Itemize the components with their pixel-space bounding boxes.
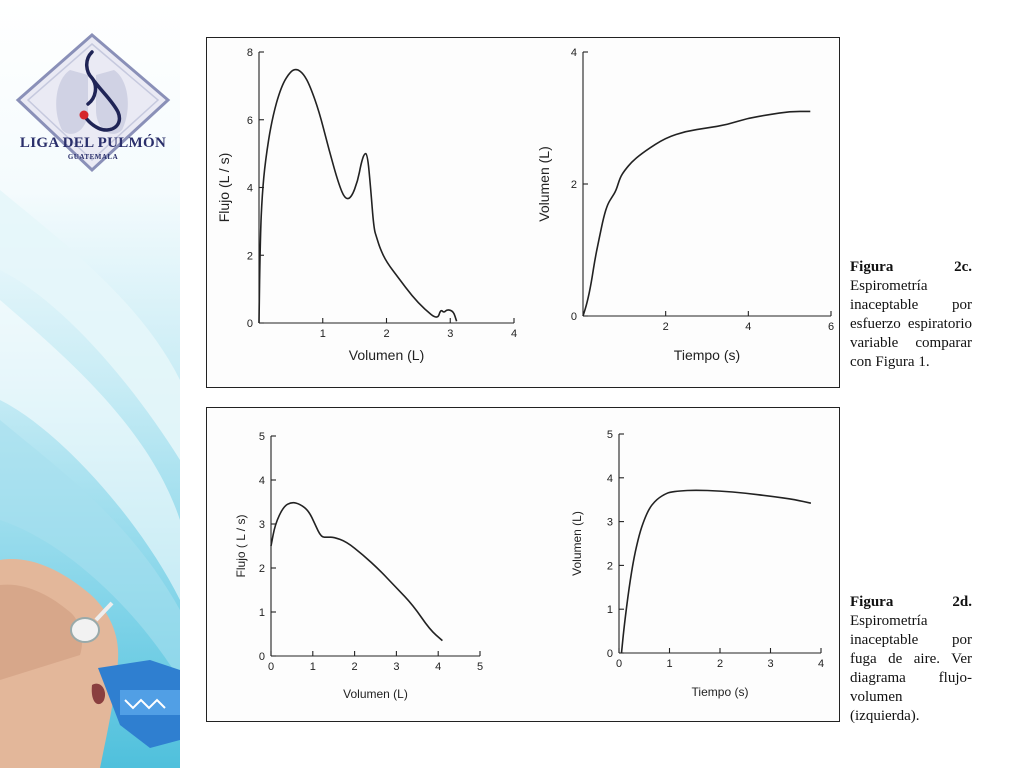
y-tick-label: 0 [571,311,577,323]
x-tick-label: 5 [477,661,483,673]
y-axis-title: Flujo ( L / s) [234,515,248,578]
x-tick-label: 2 [352,661,358,673]
y-tick-label: 5 [259,431,265,443]
x-tick-label: 3 [447,328,453,340]
liga-del-pulmon-logo [15,33,171,173]
y-tick-label: 2 [247,250,253,262]
y-tick-label: 3 [259,519,265,531]
y-tick-label: 4 [259,475,265,487]
y-tick-label: 5 [607,429,613,441]
figure-2d-label: Figura 2d. [850,594,972,610]
volume-time-chart-2d: 0 1 2 3 4 0 1 2 3 4 5 Tiempo (s) Volumen (L) [570,429,824,699]
x-tick-label: 1 [310,661,316,673]
flow-volume-chart-2c: 1 2 3 4 0 2 4 6 8 Volumen (L) Flujo (L / s) [216,47,517,363]
y-axis-title: Volumen (L) [570,511,584,576]
figure-2d-panel: 0 1 2 3 4 5 0 1 2 3 4 5 Volumen (L) Flujo ( L / s) 0 1… [206,407,840,722]
y-tick-label: 0 [607,648,613,660]
y-tick-label: 8 [247,47,253,59]
y-tick-label: 4 [247,183,253,195]
y-tick-label: 2 [571,179,577,191]
x-axis-title: Tiempo (s) [674,347,740,363]
figure-2d-caption: Figura 2d. Espirometría inaceptable por … [850,593,972,726]
x-tick-label: 6 [828,321,834,333]
figure-2c-charts: 1 2 3 4 0 2 4 6 8 Volumen (L) Flujo (L / s) 2 4 6 0 2 4… [216,47,834,363]
x-tick-label: 0 [268,661,274,673]
x-axis-title: Tiempo (s) [692,685,749,699]
figure-2c-text: Espirometría inaceptable por esfuerzo es… [850,278,972,370]
y-tick-label: 2 [259,563,265,575]
figure-2c-caption: Figura 2c. Espirometría inaceptable por … [850,258,972,372]
series-line [258,68,458,324]
y-tick-label: 1 [259,607,265,619]
x-tick-label: 0 [616,658,622,670]
x-tick-label: 4 [745,321,751,333]
y-tick-label: 2 [607,560,613,572]
series-line [582,110,811,317]
logo-title: LIGA DEL PULMÓN [19,135,167,151]
x-tick-label: 2 [717,658,723,670]
x-tick-label: 2 [663,321,669,333]
y-tick-label: 4 [571,47,577,59]
y-tick-label: 4 [607,473,613,485]
x-tick-label: 1 [320,328,326,340]
volume-time-chart-2c: 2 4 6 0 2 4 Tiempo (s) Volumen (L) [536,47,834,363]
x-tick-label: 4 [511,328,517,340]
y-axis-title: Flujo (L / s) [216,153,232,223]
sidebar-background [0,0,180,768]
sidebar-decoration: LIGA DEL PULMÓN GUATEMALA [0,0,180,768]
y-tick-label: 0 [259,651,265,663]
x-tick-label: 2 [383,328,389,340]
x-tick-label: 4 [435,661,441,673]
x-tick-label: 4 [818,658,824,670]
figure-2d-text: Espirometría inaceptable por fuga de air… [850,613,972,724]
series-line [620,489,812,654]
x-tick-label: 1 [666,658,672,670]
y-tick-label: 3 [607,517,613,529]
flow-volume-chart-2d: 0 1 2 3 4 5 0 1 2 3 4 5 Volumen (L) Flujo ( L / s) [234,431,483,701]
y-axis-title: Volumen (L) [536,146,552,221]
y-tick-label: 0 [247,318,253,330]
x-axis-title: Volumen (L) [349,347,424,363]
figure-2c-label: Figura 2c. [850,259,972,275]
x-tick-label: 3 [767,658,773,670]
x-axis-title: Volumen (L) [343,687,408,701]
y-tick-label: 1 [607,604,613,616]
x-tick-label: 3 [393,661,399,673]
y-tick-label: 6 [247,115,253,127]
patient-spirometry-illustration [0,559,180,768]
series-line [270,501,443,642]
logo-subtitle: GUATEMALA [67,153,119,161]
figure-2c-panel: 1 2 3 4 0 2 4 6 8 Volumen (L) Flujo (L / s) 2 4 6 0 2 4… [206,37,840,388]
figure-2d-charts: 0 1 2 3 4 5 0 1 2 3 4 5 Volumen (L) Flujo ( L / s) 0 1… [234,429,824,701]
